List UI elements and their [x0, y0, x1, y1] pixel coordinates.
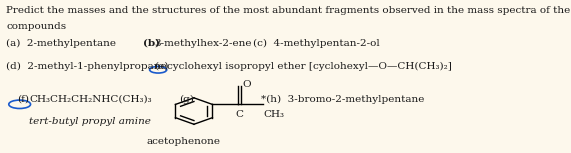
Text: O: O: [243, 80, 251, 89]
Text: acetophenone: acetophenone: [146, 137, 220, 146]
Text: 3-methylhex-2-ene: 3-methylhex-2-ene: [154, 39, 252, 48]
Text: (d)  2-methyl-1-phenylpropane: (d) 2-methyl-1-phenylpropane: [6, 62, 167, 71]
Text: *(h)  3-bromo-2-methylpentane: *(h) 3-bromo-2-methylpentane: [262, 95, 425, 104]
Text: tert-butyl propyl amine: tert-butyl propyl amine: [29, 117, 151, 126]
Text: (c)  4-methylpentan-2-ol: (c) 4-methylpentan-2-ol: [254, 39, 380, 48]
Text: Predict the masses and the structures of the most abundant fragments observed in: Predict the masses and the structures of…: [6, 6, 571, 15]
Text: CH₃: CH₃: [263, 110, 284, 119]
Text: (a)  2-methylpentane: (a) 2-methylpentane: [6, 39, 116, 48]
Text: CH₃CH₂CH₂NHC(CH₃)₃: CH₃CH₂CH₂NHC(CH₃)₃: [29, 95, 152, 104]
Text: (g): (g): [179, 95, 194, 104]
Text: (e): (e): [154, 62, 168, 71]
Text: compounds: compounds: [6, 22, 67, 31]
Text: C: C: [236, 110, 244, 119]
Text: (b): (b): [143, 39, 160, 48]
Text: cyclohexyl isopropyl ether [cyclohexyl—O—CH(CH₃)₂]: cyclohexyl isopropyl ether [cyclohexyl—O…: [167, 62, 452, 71]
Text: (f): (f): [17, 95, 29, 104]
